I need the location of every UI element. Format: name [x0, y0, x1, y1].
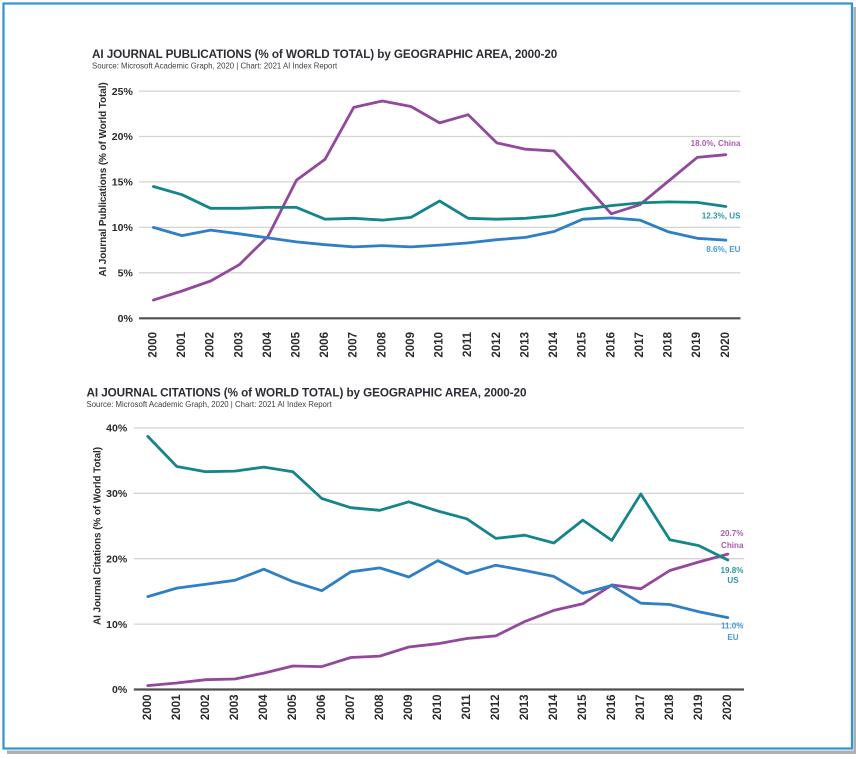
svg-text:2016: 2016: [606, 695, 618, 721]
svg-text:EU: EU: [727, 633, 738, 642]
svg-text:2006: 2006: [319, 332, 331, 358]
svg-text:19.8%: 19.8%: [721, 566, 744, 575]
svg-text:AI JOURNAL CITATIONS (% of WOR: AI JOURNAL CITATIONS (% of WORLD TOTAL) …: [87, 386, 527, 399]
svg-text:20%: 20%: [106, 553, 128, 565]
svg-text:2001: 2001: [176, 331, 188, 357]
svg-text:11.0%: 11.0%: [721, 622, 744, 631]
svg-text:2006: 2006: [316, 695, 328, 721]
svg-text:30%: 30%: [106, 488, 128, 500]
svg-text:2016: 2016: [605, 332, 617, 358]
svg-text:2015: 2015: [577, 694, 589, 720]
svg-text:2002: 2002: [200, 695, 212, 721]
svg-text:10%: 10%: [106, 619, 128, 631]
svg-text:2013: 2013: [519, 332, 531, 358]
svg-text:18.0%, China: 18.0%, China: [691, 139, 741, 148]
svg-text:2000: 2000: [147, 332, 159, 358]
svg-text:2007: 2007: [348, 332, 360, 358]
svg-text:12.3%, US: 12.3%, US: [702, 212, 741, 221]
svg-text:2009: 2009: [405, 332, 417, 358]
svg-text:20.7%: 20.7%: [721, 529, 744, 538]
svg-text:8.6%, EU: 8.6%, EU: [706, 245, 740, 254]
svg-text:2019: 2019: [693, 695, 705, 721]
svg-text:2000: 2000: [142, 695, 154, 721]
svg-text:2008: 2008: [376, 331, 388, 357]
svg-text:2018: 2018: [663, 331, 675, 357]
svg-text:2008: 2008: [374, 694, 386, 720]
svg-text:2010: 2010: [432, 695, 444, 721]
svg-text:2017: 2017: [634, 332, 646, 358]
svg-text:2007: 2007: [345, 695, 357, 721]
svg-text:2009: 2009: [403, 695, 415, 721]
svg-text:2004: 2004: [258, 694, 270, 720]
svg-text:2018: 2018: [664, 694, 676, 720]
svg-text:2020: 2020: [722, 695, 734, 721]
svg-text:0%: 0%: [112, 684, 128, 696]
svg-text:25%: 25%: [112, 86, 134, 98]
svg-text:10%: 10%: [112, 222, 134, 234]
svg-text:2003: 2003: [229, 695, 241, 721]
svg-text:40%: 40%: [106, 423, 128, 435]
svg-text:15%: 15%: [112, 177, 134, 189]
svg-text:2012: 2012: [491, 332, 503, 358]
svg-text:2005: 2005: [291, 331, 303, 357]
svg-text:2010: 2010: [434, 332, 446, 358]
svg-text:2001: 2001: [171, 694, 183, 720]
svg-text:US: US: [727, 576, 739, 585]
svg-text:2002: 2002: [205, 332, 217, 358]
svg-text:AI Journal Publications (% of: AI Journal Publications (% of World Tota…: [98, 82, 109, 276]
svg-text:0%: 0%: [118, 313, 134, 325]
svg-text:2013: 2013: [519, 695, 531, 721]
svg-text:China: China: [721, 541, 744, 550]
svg-text:2004: 2004: [262, 331, 274, 357]
svg-text:2014: 2014: [548, 331, 560, 357]
svg-text:2014: 2014: [548, 694, 560, 720]
svg-text:AI Journal Citations (% of Wor: AI Journal Citations (% of World Total): [92, 447, 103, 625]
svg-text:2012: 2012: [490, 695, 502, 721]
svg-text:2003: 2003: [233, 332, 245, 358]
svg-text:2005: 2005: [287, 694, 299, 720]
svg-text:Source: Microsoft Academic Gra: Source: Microsoft Academic Graph, 2020 |…: [92, 61, 338, 70]
svg-text:2015: 2015: [577, 331, 589, 357]
svg-text:2011: 2011: [462, 331, 474, 357]
svg-text:2017: 2017: [635, 695, 647, 721]
svg-text:2019: 2019: [691, 332, 703, 358]
svg-text:5%: 5%: [118, 268, 134, 280]
svg-text:2020: 2020: [720, 332, 732, 358]
svg-text:20%: 20%: [112, 131, 134, 143]
svg-text:AI JOURNAL PUBLICATIONS (% of: AI JOURNAL PUBLICATIONS (% of WORLD TOTA…: [92, 48, 558, 61]
svg-text:2011: 2011: [461, 694, 473, 720]
svg-text:Source: Microsoft Academic Gra: Source: Microsoft Academic Graph, 2020 |…: [87, 400, 333, 409]
